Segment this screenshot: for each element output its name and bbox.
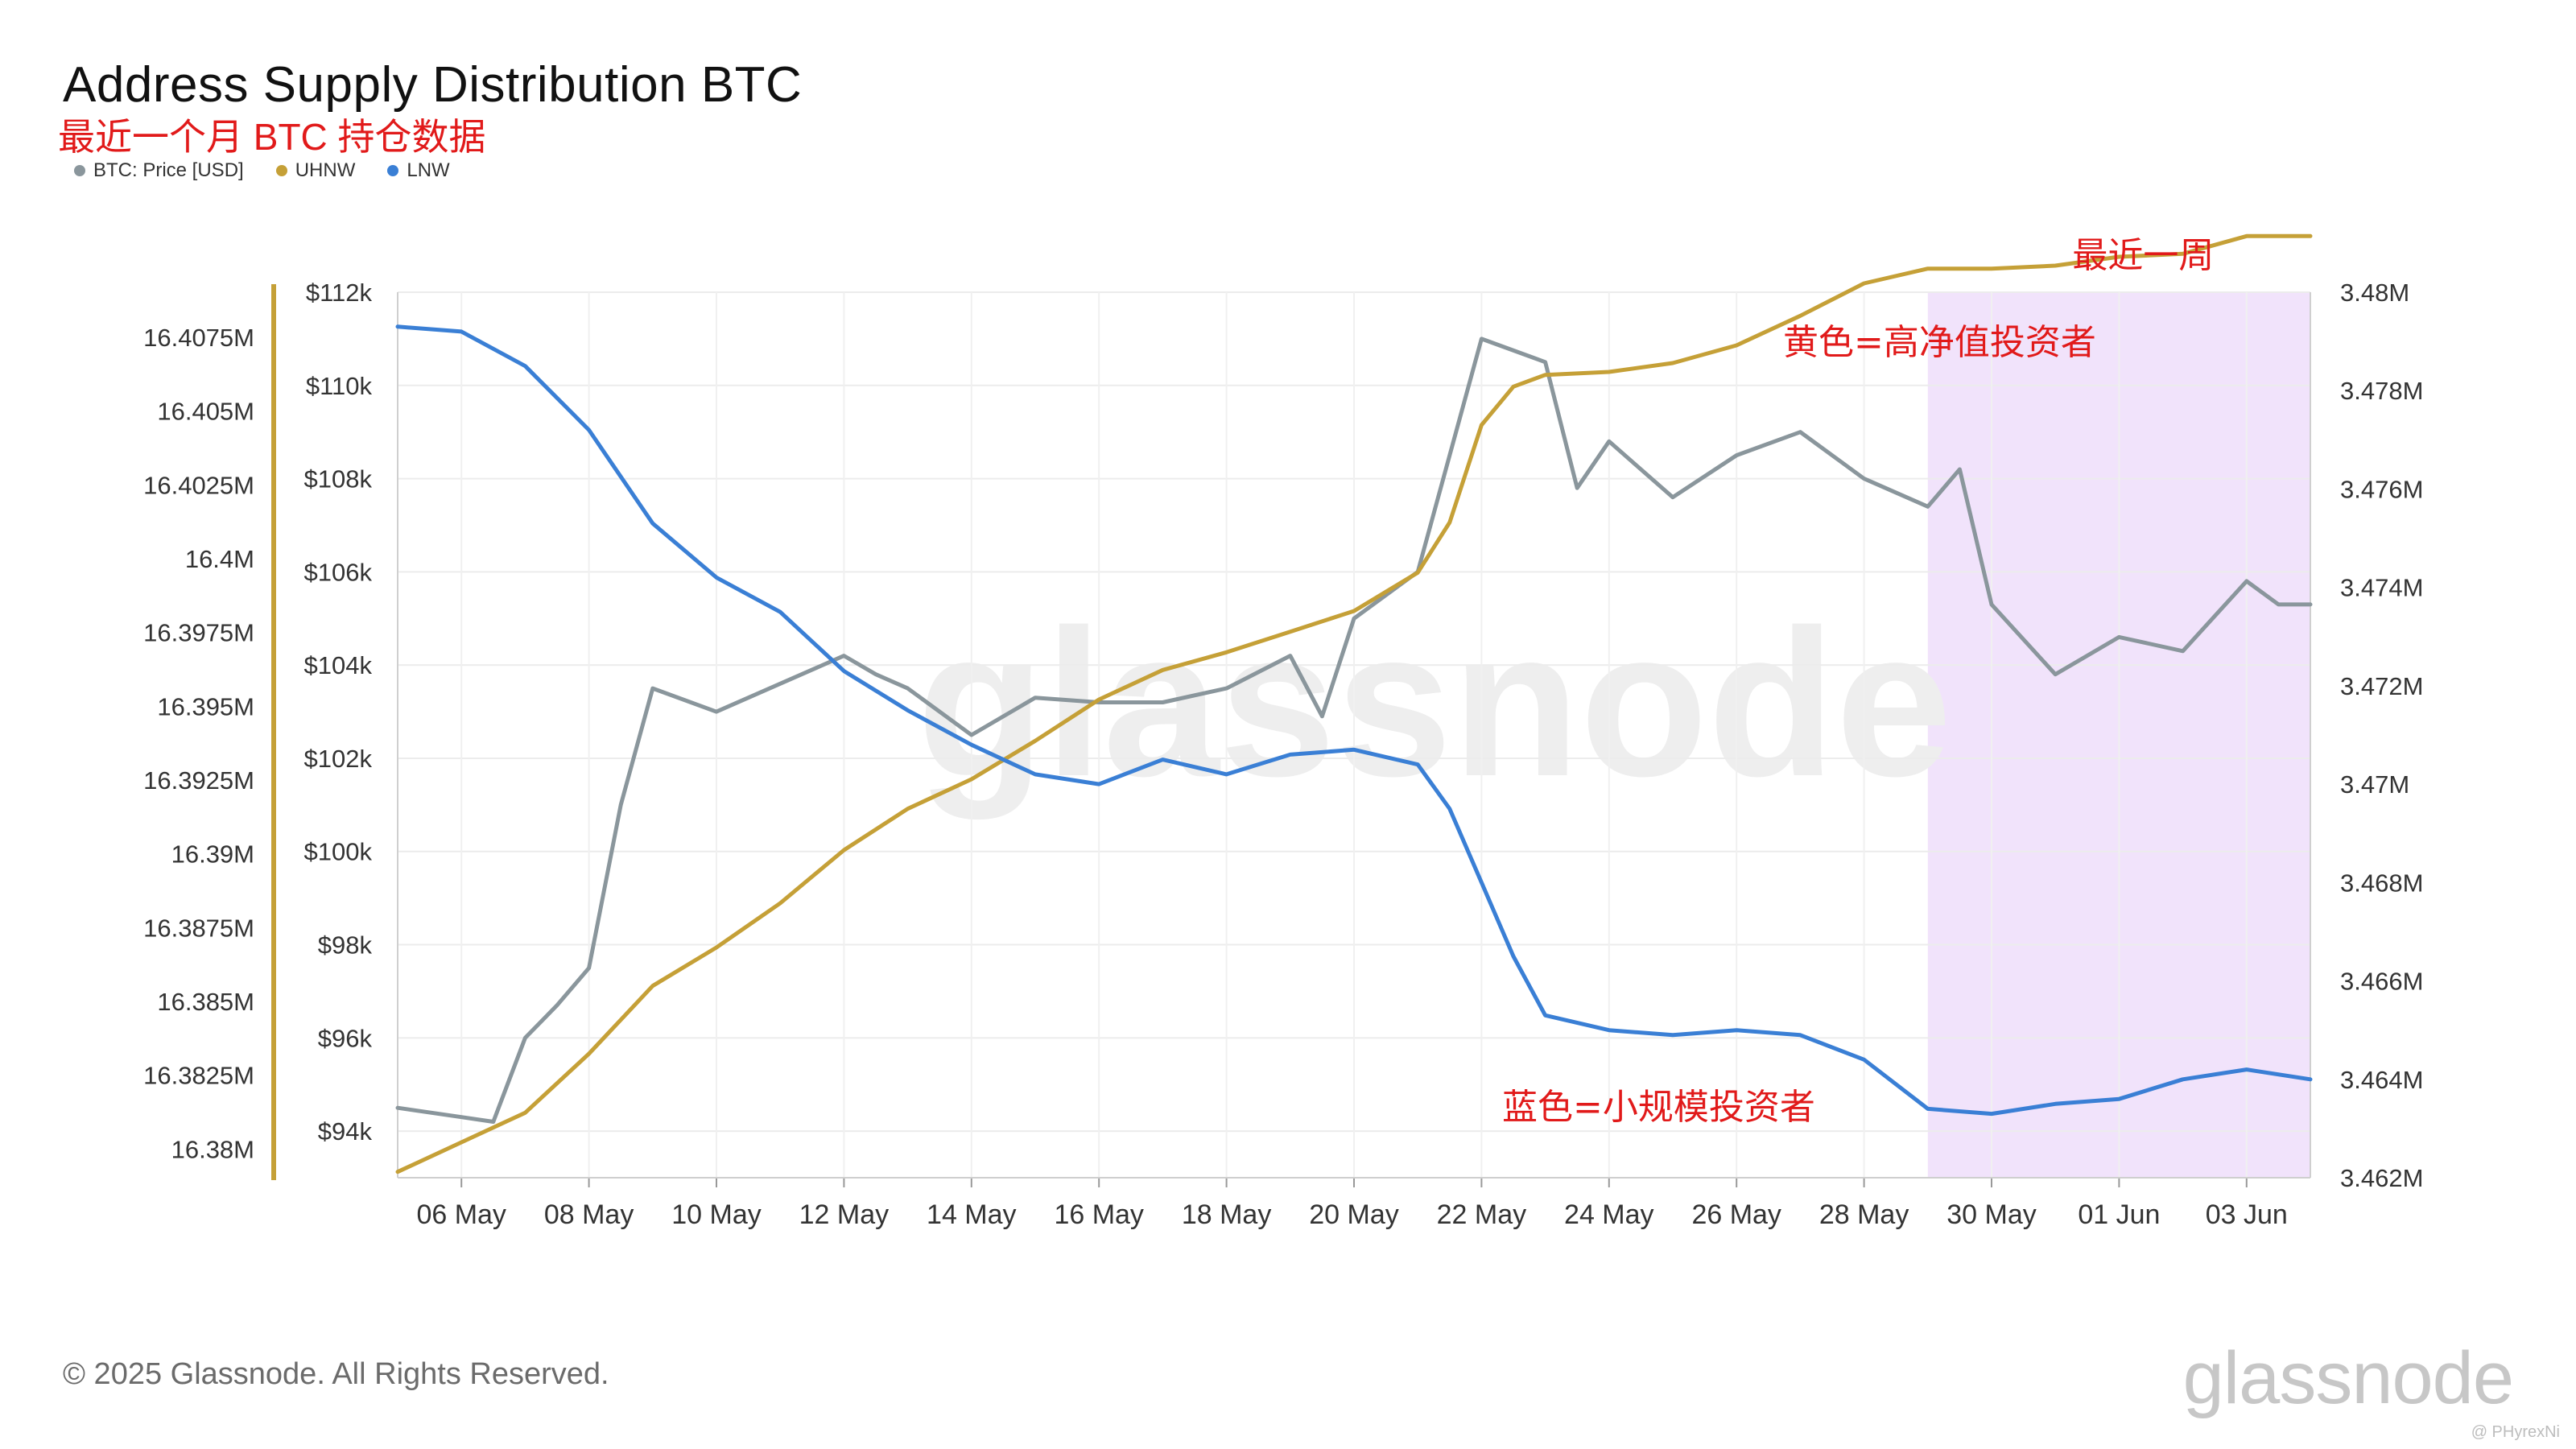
price-tick-label: $94k	[318, 1117, 373, 1146]
uhnw-tick-label: 16.4075M	[143, 324, 254, 352]
x-tick-label: 06 May	[416, 1199, 506, 1230]
legend-dot-lnw	[387, 165, 399, 176]
legend-item-uhnw[interactable]: UHNW	[275, 159, 356, 182]
uhnw-tick-label: 16.4M	[185, 545, 254, 573]
price-tick-label: $106k	[304, 558, 373, 586]
x-tick-label: 03 Jun	[2206, 1199, 2288, 1230]
lnw-tick-label: 3.462M	[2340, 1164, 2423, 1192]
uhnw-tick-label: 16.3925M	[143, 766, 254, 795]
highlight-annotation: 最近一周	[2072, 235, 2214, 276]
legend-label-price: BTC: Price [USD]	[93, 159, 244, 181]
x-tick-label: 08 May	[544, 1199, 634, 1230]
legend-dot-uhnw	[275, 165, 287, 176]
x-tick-label: 26 May	[1691, 1199, 1781, 1230]
lnw-annotation: 蓝色=小规模投资者	[1502, 1087, 1815, 1128]
lnw-tick-label: 3.478M	[2340, 377, 2423, 405]
uhnw-series-line	[395, 233, 2313, 1174]
price-series-line	[395, 336, 2313, 1124]
uhnw-tick-label: 16.3875M	[143, 914, 254, 942]
lnw-series-line	[395, 324, 2313, 1117]
x-tick-label: 22 May	[1437, 1199, 1527, 1230]
uhnw-tick-label: 16.385M	[157, 988, 254, 1016]
legend: BTC: Price [USD] UHNW LNW	[74, 159, 450, 182]
lnw-tick-label: 3.472M	[2340, 672, 2423, 700]
legend-label-uhnw: UHNW	[295, 159, 356, 181]
price-tick-label: $108k	[304, 465, 373, 493]
chart-subtitle: 最近一个月 BTC 持仓数据	[58, 116, 486, 158]
legend-item-price[interactable]: BTC: Price [USD]	[74, 159, 244, 182]
price-tick-label: $110k	[306, 372, 373, 400]
x-tick-label: 16 May	[1054, 1199, 1144, 1230]
x-tick-label: 24 May	[1564, 1199, 1654, 1230]
x-tick-label: 28 May	[1819, 1199, 1909, 1230]
uhnw-tick-label: 16.4025M	[143, 471, 254, 499]
lnw-tick-label: 3.476M	[2340, 475, 2423, 503]
x-tick-label: 10 May	[671, 1199, 762, 1230]
x-tick-label: 14 May	[927, 1199, 1017, 1230]
x-tick-label: 01 Jun	[2078, 1199, 2160, 1230]
legend-dot-price	[74, 165, 85, 176]
copyright-footer: © 2025 Glassnode. All Rights Reserved.	[63, 1357, 609, 1391]
uhnw-tick-label: 16.395M	[157, 692, 254, 720]
x-tick-label: 30 May	[1946, 1199, 2037, 1230]
glassnode-logo: glassnode	[2182, 1337, 2514, 1419]
lnw-tick-label: 3.464M	[2340, 1066, 2423, 1094]
uhnw-tick-label: 16.3975M	[143, 619, 254, 647]
price-tick-label: $102k	[304, 745, 373, 773]
corner-mark: @ PHyrexNi	[2471, 1423, 2560, 1441]
lnw-tick-label: 3.466M	[2340, 968, 2423, 996]
uhnw-tick-label: 16.405M	[157, 398, 254, 426]
uhnw-tick-label: 16.38M	[171, 1135, 254, 1163]
price-tick-label: $112k	[306, 279, 373, 307]
x-tick-label: 18 May	[1182, 1199, 1272, 1230]
lnw-tick-label: 3.48M	[2340, 279, 2409, 307]
price-tick-label: $104k	[304, 651, 373, 679]
price-tick-label: $100k	[304, 838, 373, 866]
x-tick-label: 20 May	[1309, 1199, 1399, 1230]
legend-label-lnw: LNW	[407, 159, 450, 181]
price-tick-label: $98k	[318, 931, 373, 960]
legend-item-lnw[interactable]: LNW	[387, 159, 450, 182]
uhnw-annotation: 黄色=高净值投资者	[1783, 322, 2096, 363]
lnw-tick-label: 3.468M	[2340, 869, 2423, 897]
chart-title: Address Supply Distribution BTC	[63, 57, 803, 113]
lnw-tick-label: 3.47M	[2340, 770, 2409, 799]
lnw-tick-label: 3.474M	[2340, 574, 2423, 602]
uhnw-tick-label: 16.39M	[171, 840, 254, 869]
x-tick-label: 12 May	[799, 1199, 890, 1230]
uhnw-tick-label: 16.3825M	[143, 1062, 254, 1090]
price-tick-label: $96k	[318, 1024, 373, 1052]
